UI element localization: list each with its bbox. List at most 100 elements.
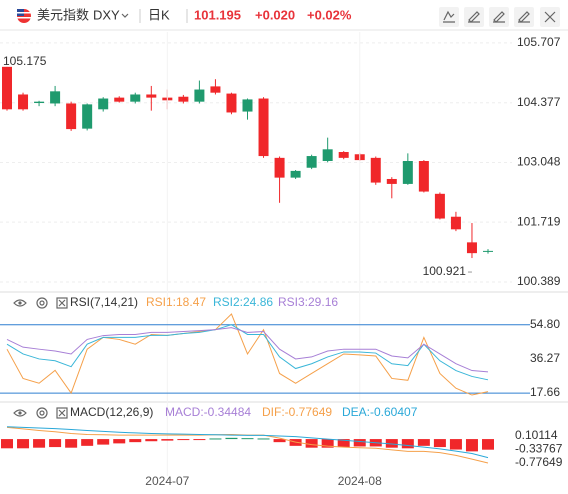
tool-button[interactable]	[464, 7, 484, 27]
x-tick-label: 2024-07	[145, 474, 189, 488]
macd-bar	[401, 439, 414, 449]
candle-body	[146, 94, 157, 98]
candle-body	[290, 170, 301, 178]
y-tick-label: -0.77649	[515, 455, 563, 469]
rsi-title: RSI(7,14,21)	[70, 295, 138, 309]
candle-body	[274, 157, 285, 178]
macd-bar	[81, 439, 94, 446]
macd-bar	[385, 439, 398, 448]
flag-icon	[17, 9, 31, 23]
rsi-line	[6, 327, 489, 373]
y-tick-label: 17.66	[530, 385, 560, 399]
candle-body	[34, 101, 45, 104]
high-label: 105.175	[3, 54, 47, 68]
macd-controls	[13, 407, 68, 419]
candle-body	[258, 98, 269, 157]
price-change: +0.020	[255, 7, 295, 22]
candle-body	[322, 149, 333, 161]
macd-bar	[65, 439, 78, 448]
macd-bar	[33, 439, 46, 448]
macd-bar	[49, 439, 62, 448]
period[interactable]: 日K	[148, 7, 170, 22]
symbol-title[interactable]: 美元指数	[37, 7, 89, 22]
close-icon[interactable]	[56, 407, 68, 419]
candle-body	[82, 104, 93, 129]
macd-bar	[129, 439, 142, 443]
y-tick-label: 104.377	[517, 95, 561, 109]
candle-body	[98, 98, 109, 110]
macd-bar	[241, 438, 254, 440]
macd-bar	[209, 438, 222, 440]
macd-bar	[337, 439, 350, 448]
candle-body	[338, 152, 349, 158]
candle-body	[483, 250, 493, 252]
legend-label: RSI2:24.86	[213, 295, 273, 309]
macd-bar	[353, 439, 366, 447]
y-tick-label: 105.707	[517, 35, 561, 49]
eye-icon[interactable]	[13, 409, 27, 417]
rsi-line	[6, 324, 489, 381]
legend-label: DEA:-0.60407	[342, 405, 418, 419]
macd-bar	[1, 439, 13, 449]
candle-body	[450, 216, 461, 230]
rsi-line	[6, 313, 489, 396]
macd-bar	[97, 439, 110, 445]
candle-body	[386, 178, 397, 184]
macd-bar	[417, 439, 430, 446]
macd-bar	[465, 439, 478, 452]
y-tick-label: -0.33767	[515, 442, 563, 456]
legend-label: DIF:-0.77649	[262, 405, 332, 419]
close-icon[interactable]	[56, 297, 68, 309]
y-tick-label: 100.389	[517, 274, 561, 288]
candle-body	[370, 157, 381, 183]
macd-bar	[17, 439, 30, 449]
candle-body	[66, 103, 77, 130]
gear-icon[interactable]	[36, 407, 48, 419]
candle-body	[18, 94, 29, 110]
candle-body	[2, 66, 12, 110]
candle-body	[50, 91, 61, 104]
tool-button[interactable]	[439, 7, 459, 27]
y-tick-label: 54.80	[530, 317, 560, 331]
legend-label: MACD:-0.34484	[165, 405, 251, 419]
last-price: 101.195	[194, 7, 241, 22]
price-change-pct: +0.02%	[307, 7, 352, 22]
tool-button[interactable]	[540, 7, 560, 27]
macd-title: MACD(12,26,9)	[70, 405, 153, 419]
macd-bar	[273, 439, 286, 443]
candle-body	[402, 161, 413, 184]
tool-button[interactable]	[489, 7, 509, 27]
x-tick-label: 2024-08	[338, 474, 382, 488]
candle-body	[434, 193, 445, 219]
macd-bar	[193, 439, 206, 441]
legend-label: RSI1:18.47	[146, 295, 206, 309]
macd-bar	[449, 439, 462, 450]
tool-button[interactable]	[514, 7, 534, 27]
rsi-controls	[13, 297, 68, 309]
candle-body	[210, 86, 221, 93]
candle-body	[226, 93, 237, 113]
candle-body	[130, 94, 141, 102]
y-tick-label: 36.27	[530, 351, 560, 365]
candle-body	[418, 161, 429, 192]
symbol-code[interactable]: DXY	[93, 7, 120, 22]
candle-body	[194, 89, 205, 102]
y-tick-label: 101.719	[517, 214, 561, 228]
y-tick-label: 0.10114	[515, 428, 558, 442]
macd-bar	[113, 439, 126, 444]
macd-line	[6, 426, 489, 459]
macd-bar	[177, 439, 190, 441]
macd-bar	[145, 439, 158, 442]
candle-body	[242, 99, 253, 112]
y-tick-label: 103.048	[517, 155, 561, 169]
macd-bar	[225, 437, 238, 440]
macd-bar	[433, 439, 446, 448]
dropdown-arrow[interactable]	[121, 13, 129, 18]
macd-bar	[305, 439, 318, 448]
low-label: 100.921	[423, 264, 467, 278]
toolbar	[439, 7, 560, 27]
gear-icon[interactable]	[36, 297, 48, 309]
eye-icon[interactable]	[13, 299, 27, 307]
